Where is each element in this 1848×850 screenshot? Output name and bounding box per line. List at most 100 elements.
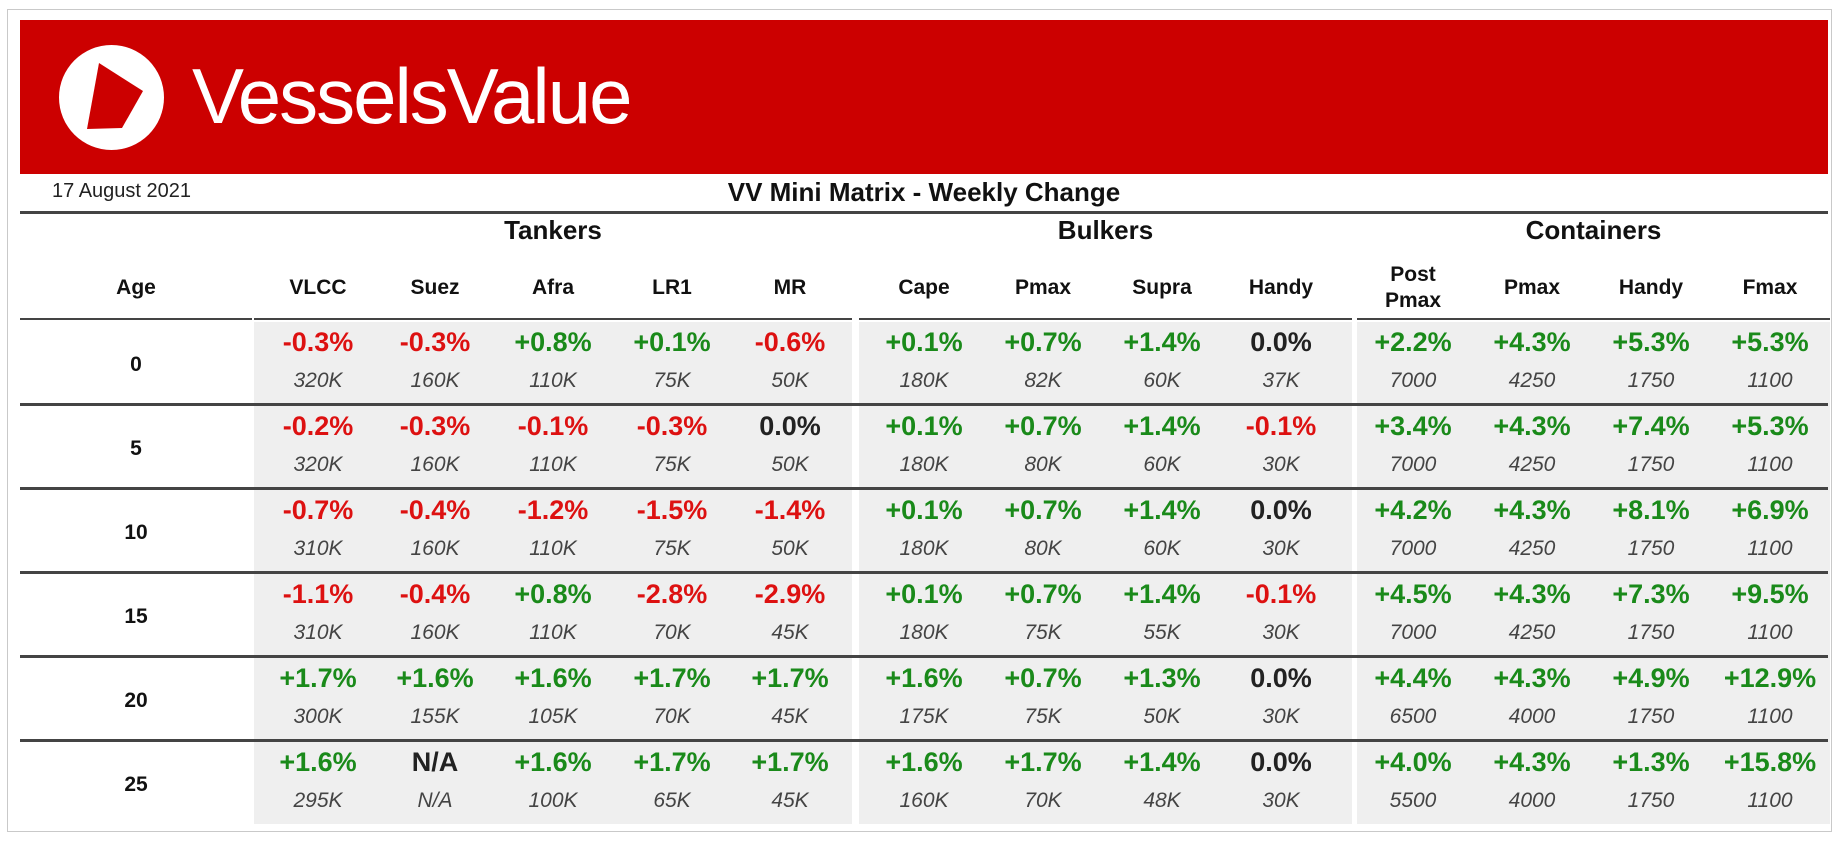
pct-change-cell: +1.4%	[1123, 495, 1201, 525]
pct-change-cell: -0.2%	[282, 411, 354, 441]
pct-change-cell: +1.7%	[279, 663, 357, 693]
vessel-size-value: 7000	[1389, 453, 1437, 476]
pct-change-cell: +1.6%	[396, 663, 474, 693]
vessel-size-value: 1750	[1627, 369, 1675, 392]
pct-change-cell: -0.4%	[399, 495, 471, 525]
vessel-size-value: 50K	[771, 537, 809, 560]
header-underline-tankers	[254, 318, 852, 320]
vessel-size-value: 1750	[1627, 537, 1675, 560]
row-divider	[20, 403, 1828, 406]
pct-change-cell: +4.5%	[1374, 579, 1452, 609]
vessel-size-value: 1750	[1627, 789, 1675, 812]
pct-change-cell: -1.5%	[636, 495, 708, 525]
vessel-size-value: 100K	[528, 789, 578, 812]
vessel-size-value: 180K	[899, 621, 949, 644]
vessel-size-value: 6500	[1389, 705, 1437, 728]
pct-change-cell: +7.4%	[1612, 411, 1690, 441]
vessel-size-value: 160K	[410, 369, 460, 392]
age-label: 10	[124, 521, 148, 544]
pct-change-cell: +0.7%	[1004, 327, 1082, 357]
vessel-size-value: 1100	[1747, 621, 1793, 644]
col-header-tankers-vlcc: VLCC	[289, 276, 347, 299]
pct-change-cell: -0.6%	[754, 327, 826, 357]
pct-change-cell: +0.1%	[885, 327, 963, 357]
vessel-size-value: 180K	[899, 453, 949, 476]
pct-change-cell: +1.6%	[514, 663, 592, 693]
vessel-size-value: 160K	[899, 789, 949, 812]
vessel-size-value: 110K	[529, 621, 577, 644]
vessel-size-value: 30K	[1262, 789, 1300, 812]
header-underline-containers	[1357, 318, 1830, 320]
vessel-size-value: 1100	[1747, 537, 1793, 560]
vessel-size-value: 4000	[1508, 789, 1556, 812]
pct-change-cell: +0.7%	[1004, 663, 1082, 693]
vessel-size-value: 155K	[410, 705, 460, 728]
pct-change-cell: +0.7%	[1004, 411, 1082, 441]
vessel-size-value: 1750	[1627, 705, 1675, 728]
vessel-size-value: 30K	[1262, 537, 1300, 560]
pct-change-cell: +5.3%	[1731, 327, 1809, 357]
age-label: 25	[124, 773, 148, 796]
pct-change-cell: +4.3%	[1493, 495, 1571, 525]
pct-change-cell: +1.4%	[1123, 411, 1201, 441]
vessel-size-value: 175K	[899, 705, 949, 728]
pct-change-cell: -2.8%	[636, 579, 708, 609]
pct-change-cell: +0.1%	[633, 327, 711, 357]
vessel-size-value: 310K	[293, 621, 343, 644]
pct-change-cell: +4.3%	[1493, 579, 1571, 609]
vessel-size-value: 75K	[653, 453, 691, 476]
group-title-containers: Containers	[1525, 215, 1662, 245]
pct-change-cell: +1.3%	[1612, 747, 1690, 777]
vessel-size-value: 50K	[1143, 705, 1181, 728]
report-title: VV Mini Matrix - Weekly Change	[727, 177, 1121, 207]
pct-change-cell: +1.7%	[1004, 747, 1082, 777]
pct-change-cell: +0.1%	[885, 579, 963, 609]
vessel-size-value: 1100	[1747, 453, 1793, 476]
pct-change-cell: +4.0%	[1374, 747, 1452, 777]
row-divider	[20, 571, 1828, 574]
pct-change-cell: 0.0%	[759, 411, 821, 441]
pct-change-cell: +5.3%	[1612, 327, 1690, 357]
row-divider	[20, 739, 1828, 742]
pct-change-cell: +3.4%	[1374, 411, 1452, 441]
pct-change-cell: +1.7%	[633, 747, 711, 777]
vessel-size-value: 110K	[529, 453, 577, 476]
vessel-size-value: 75K	[653, 537, 691, 560]
col-header-tankers-suez: Suez	[410, 276, 460, 299]
pct-change-cell: +1.4%	[1123, 579, 1201, 609]
pct-change-cell: +4.2%	[1374, 495, 1452, 525]
pct-change-cell: +1.4%	[1123, 747, 1201, 777]
pct-change-cell: +0.1%	[885, 495, 963, 525]
group-title-tankers: Tankers	[504, 215, 602, 245]
vessel-size-value: 320K	[293, 453, 343, 476]
col-header-bulkers-cape: Cape	[898, 276, 950, 299]
vessel-size-value: 80K	[1024, 537, 1062, 560]
title-divider	[20, 211, 1828, 214]
vessel-size-value: 4250	[1508, 453, 1556, 476]
vessel-size-value: 1750	[1627, 621, 1675, 644]
col-header-containers-post-pmax: Post Pmax	[1384, 263, 1442, 312]
vessel-size-value: 45K	[771, 789, 809, 812]
age-label: 0	[130, 353, 142, 376]
vessel-size-value: 180K	[899, 537, 949, 560]
pct-change-cell: -0.4%	[399, 579, 471, 609]
pct-change-cell: -0.3%	[636, 411, 708, 441]
vessel-size-value: 7000	[1389, 621, 1437, 644]
header-underline-age	[20, 318, 252, 320]
vessel-size-value: N/A	[417, 789, 453, 812]
vessel-size-value: 160K	[410, 621, 460, 644]
pct-change-cell: +15.8%	[1723, 747, 1817, 777]
pct-change-cell: +4.3%	[1493, 411, 1571, 441]
vessel-size-value: 1100	[1747, 369, 1793, 392]
pct-change-cell: -0.3%	[282, 327, 354, 357]
vessel-size-value: 1100	[1747, 705, 1793, 728]
header-underline-bulkers	[859, 318, 1352, 320]
vessel-size-value: 75K	[653, 369, 691, 392]
col-header-tankers-mr: MR	[773, 276, 807, 299]
age-label: 15	[124, 605, 148, 628]
vessel-size-value: 7000	[1389, 369, 1437, 392]
vessel-size-value: 70K	[653, 705, 691, 728]
vessel-size-value: 48K	[1143, 789, 1181, 812]
vessel-size-value: 60K	[1143, 537, 1181, 560]
col-header-containers-pmax: Pmax	[1503, 276, 1561, 299]
